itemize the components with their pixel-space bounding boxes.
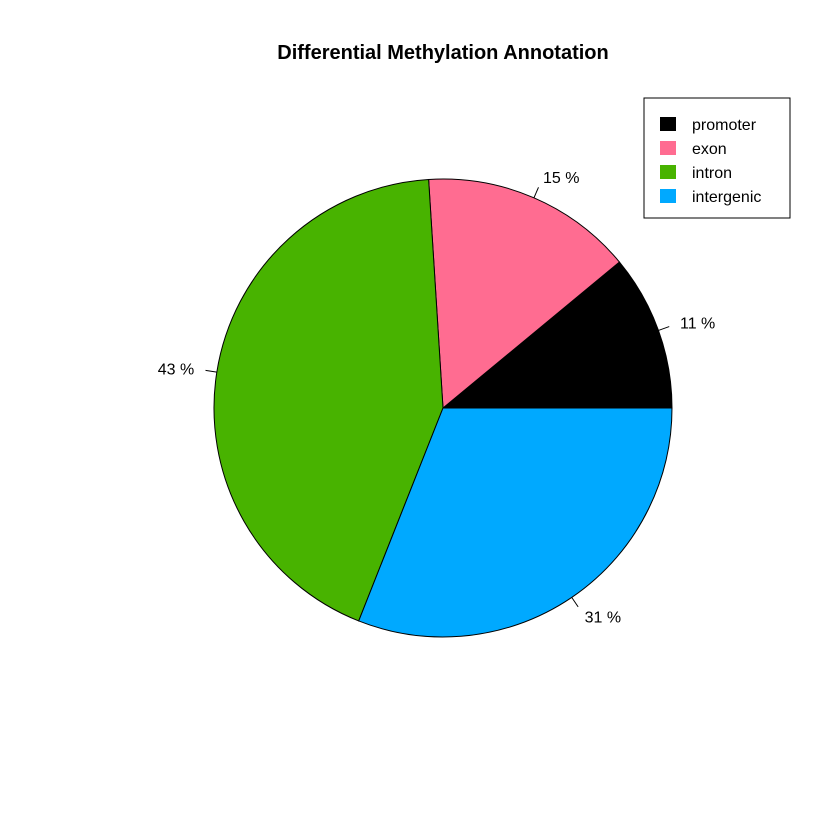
pie-tick-intergenic [571, 597, 579, 608]
legend-swatch-exon [660, 141, 676, 155]
legend-swatch-intergenic [660, 189, 676, 203]
pie-tick-promoter [658, 326, 670, 331]
pie-slice-promoter [441, 261, 673, 409]
legend-label-intergenic: intergenic [692, 189, 761, 206]
legend: promoter exon intron intergenic [643, 97, 791, 219]
pie-label-intergenic: 31 % [585, 609, 621, 626]
pie-label-ticks [205, 187, 670, 608]
pie-label-promoter: 11 % [680, 316, 715, 333]
legend-label-intron: intron [692, 165, 732, 182]
legend-items: promoter exon intron intergenic [660, 117, 761, 206]
legend-label-exon: exon [692, 141, 727, 158]
pie-label-intron: 43 % [158, 362, 194, 379]
pie-slices [213, 178, 673, 638]
pie-tick-intron [205, 369, 217, 373]
pie-labels: 11 % 15 % 43 % 31 % [158, 170, 716, 627]
legend-swatch-promoter [660, 117, 676, 131]
legend-swatch-intron [660, 165, 676, 179]
legend-label-promoter: promoter [692, 117, 757, 134]
pie-label-exon: 15 % [543, 170, 579, 187]
pie-slice-exon [428, 178, 621, 410]
pie-tick-exon [533, 187, 539, 199]
chart-title: Differential Methylation Annotation [277, 42, 608, 64]
